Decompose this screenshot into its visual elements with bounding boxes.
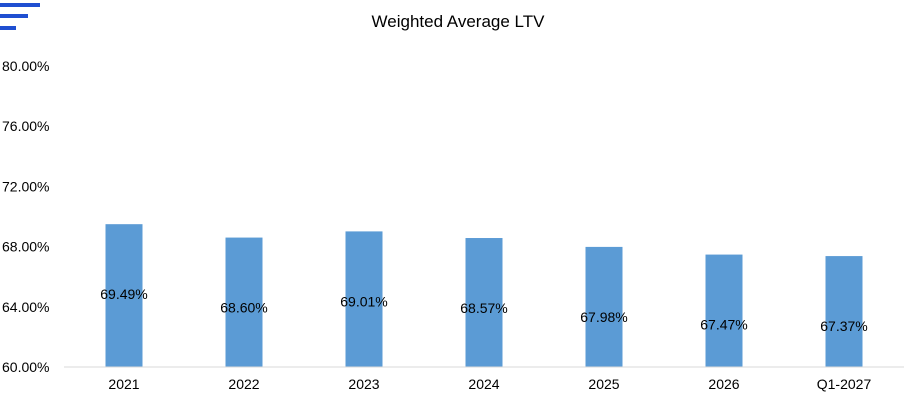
data-label: 67.47% (700, 317, 747, 333)
data-label: 67.98% (580, 309, 627, 325)
bar (225, 237, 263, 367)
data-label: 69.01% (340, 293, 387, 309)
data-labels: 69.49% 68.60% 69.01% 68.57% 67.98% 67.47% 67.3… (100, 286, 867, 334)
bars (105, 224, 863, 367)
bar (465, 238, 503, 367)
x-tick-label: 2026 (708, 376, 739, 392)
data-label: 68.60% (220, 300, 267, 316)
y-tick-label: 60.00% (2, 359, 49, 375)
y-tick-label: 72.00% (2, 178, 49, 194)
bar (105, 224, 143, 367)
y-axis: 60.00% 64.00% 68.00% 72.00% 76.00% 80.00% (2, 58, 49, 375)
data-label: 68.57% (460, 300, 507, 316)
data-label: 69.49% (100, 286, 147, 302)
logo-icon (0, 3, 40, 30)
bar (705, 254, 743, 367)
x-tick-label: Q1-2027 (817, 376, 872, 392)
y-tick-label: 64.00% (2, 299, 49, 315)
x-tick-label: 2025 (588, 376, 619, 392)
x-tick-label: 2024 (468, 376, 499, 392)
x-tick-label: 2023 (348, 376, 379, 392)
x-tick-label: 2022 (228, 376, 259, 392)
x-axis: 2021 2022 2023 2024 2025 2026 Q1-2027 (108, 376, 871, 392)
chart-title: Weighted Average LTV (372, 12, 546, 31)
y-tick-label: 68.00% (2, 239, 49, 255)
bar (585, 246, 623, 367)
bar (345, 231, 383, 367)
y-tick-label: 80.00% (2, 58, 49, 74)
x-tick-label: 2021 (108, 376, 139, 392)
bar (825, 256, 863, 367)
data-label: 67.37% (820, 318, 867, 334)
y-tick-label: 76.00% (2, 118, 49, 134)
